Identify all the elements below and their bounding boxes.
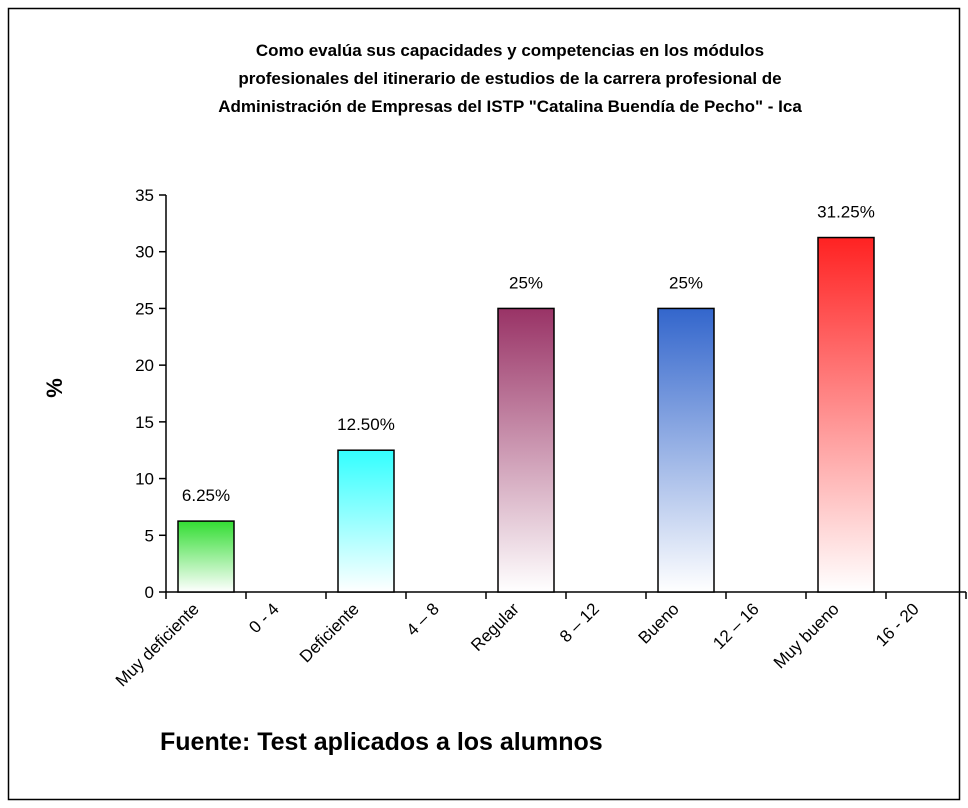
y-axis-label: % [42, 378, 67, 398]
source-note: Fuente: Test aplicados a los alumnos [160, 728, 603, 756]
y-tick-label: 25 [135, 299, 154, 318]
bar [177, 520, 235, 593]
y-tick-label: 10 [135, 470, 154, 489]
data-label: 12.50% [337, 415, 395, 434]
bar [817, 236, 875, 593]
y-tick-label: 30 [135, 243, 154, 262]
y-tick-label: 5 [145, 526, 154, 545]
data-label: 31.25% [817, 203, 875, 222]
bar [337, 449, 395, 593]
data-label: 25% [669, 273, 703, 292]
data-label: 25% [509, 273, 543, 292]
chart-title: Como evalúa sus capacidades y competenci… [256, 41, 764, 60]
bar [497, 307, 555, 593]
y-tick-label: 0 [145, 583, 154, 602]
chart-border [7, 7, 961, 801]
y-tick-label: 15 [135, 413, 154, 432]
chart-title: Administración de Empresas del ISTP "Cat… [218, 97, 802, 116]
y-tick-label: 35 [135, 186, 154, 205]
data-label: 6.25% [182, 486, 230, 505]
bar [657, 307, 715, 593]
chart-title: profesionales del itinerario de estudios… [238, 69, 781, 88]
y-tick-label: 20 [135, 356, 154, 375]
